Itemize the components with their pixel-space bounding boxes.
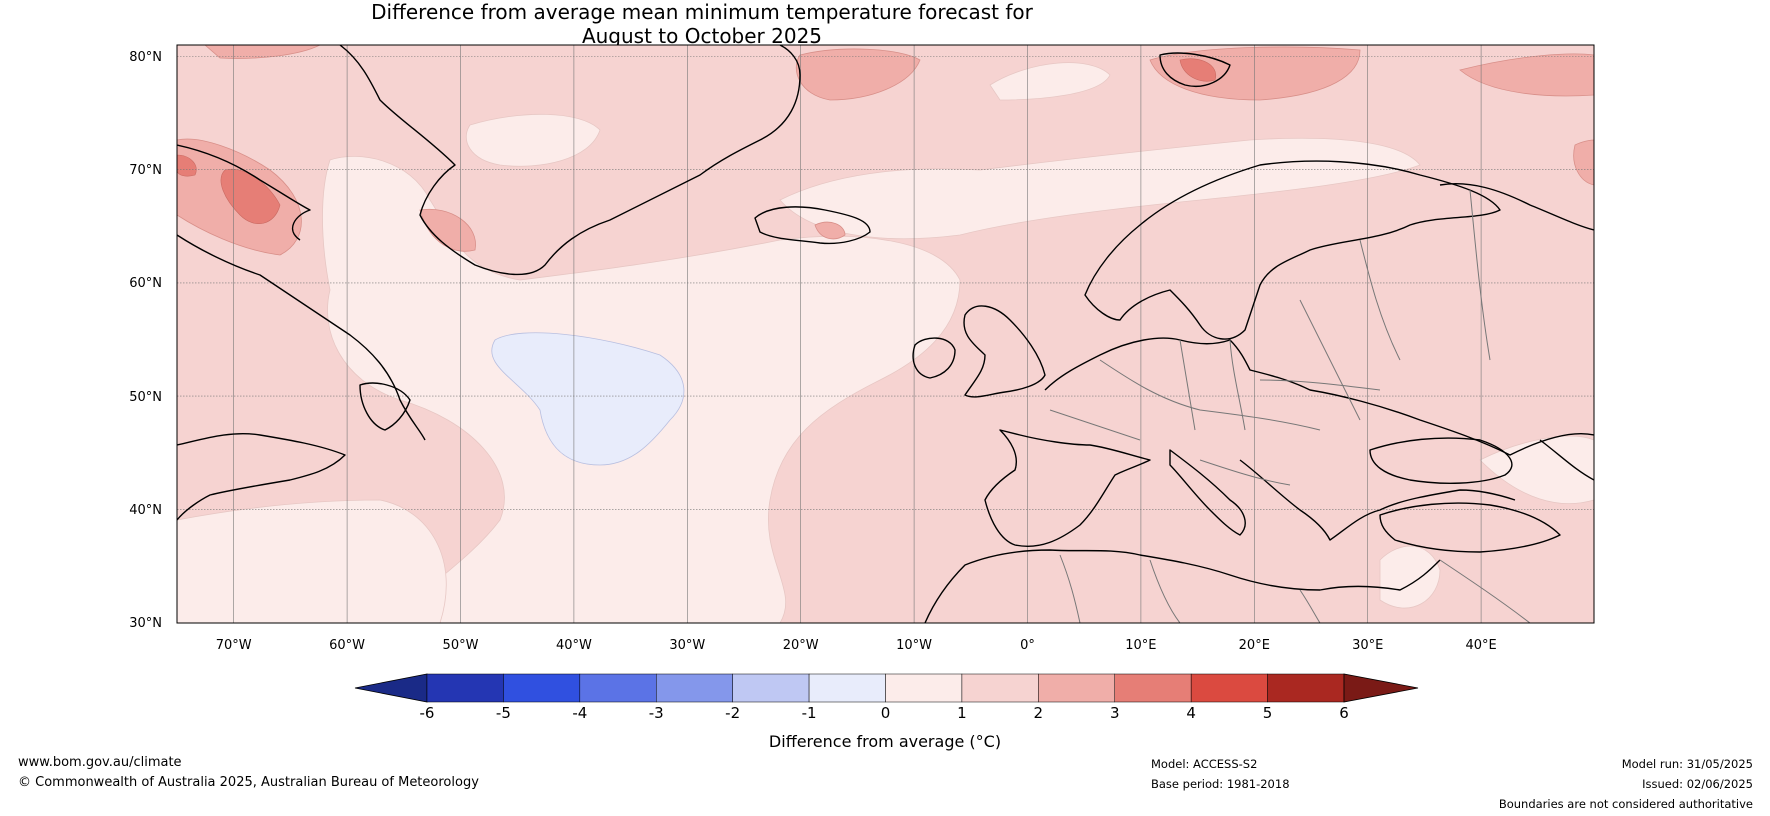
colorbar-segment [732,673,810,703]
map-title-line1: Difference from average mean minimum tem… [371,0,1033,24]
colorbar-segment [1114,673,1192,703]
colorbar-extend-low [354,673,428,703]
maritimes-coast [177,432,346,521]
colorbar-segment [885,673,963,703]
anomaly-3-4-regions [177,58,1217,224]
greenland-coast [339,45,801,276]
colorbar-tick-label: 3 [1110,704,1120,722]
ireland-coast [912,337,956,379]
britain-coast [963,305,1046,398]
lon-label-20e: 20°E [1239,638,1270,653]
newfoundland-coast [359,382,411,431]
lat-label-60: 60°N [129,276,162,291]
colorbar-tick-label: 1 [957,704,967,722]
model-run-text: Model run: 31/05/2025 [1621,757,1753,771]
colorbar-segment [1038,673,1116,703]
lat-label-50: 50°N [129,390,162,405]
map-title-line2: August to October 2025 [581,24,823,48]
boundaries-disclaimer: Boundaries are not considered authoritat… [1498,797,1753,811]
website-link[interactable]: www.bom.gov.au/climate [18,755,182,770]
lon-label-60w: 60°W [329,638,365,653]
copyright-text: © Commonwealth of Australia 2025, Austra… [18,775,479,790]
black-sea-coast [1369,437,1513,484]
lon-label-30e: 30°E [1352,638,1383,653]
colorbar: -6 -5 -4 -3 -2 -1 0 1 2 3 4 5 6 [354,673,1419,722]
north-africa-coast [924,549,1441,623]
lon-label-10w: 10°W [896,638,932,653]
anatolia-coast [1379,502,1561,553]
colorbar-segment [808,673,886,703]
lat-label-30: 30°N [129,616,162,631]
colorbar-segment [503,673,581,703]
colorbar-segment [656,673,733,703]
coastlines [177,45,1594,623]
colorbar-segment [579,673,657,703]
lon-label-40w: 40°W [556,638,592,653]
iberia-coast [984,429,1151,547]
colorbar-segment [961,673,1039,703]
colorbar-tick-label: -6 [420,704,435,722]
colorbar-tick-label: -5 [496,704,511,722]
lat-label-40: 40°N [129,503,162,518]
lon-label-70w: 70°W [216,638,252,653]
labrador-coast [177,234,426,441]
lat-label-80: 80°N [129,50,162,65]
model-text: Model: ACCESS-S2 [1151,757,1258,771]
map-panel [177,45,1594,623]
colorbar-tick-label: -1 [802,704,817,722]
issued-text: Issued: 02/06/2025 [1642,777,1753,791]
svalbard-coast [1159,52,1231,87]
lon-label-40e: 40°E [1465,638,1496,653]
map-title: Difference from average mean minimum tem… [0,0,1404,48]
balkans-coast [1239,459,1516,541]
lon-label-10e: 10°E [1125,638,1156,653]
graticule [177,45,1594,623]
latitude-labels: 80°N 70°N 60°N 50°N 40°N 30°N [129,50,162,631]
colorbar-extend-high [1343,673,1419,703]
colorbar-label: Difference from average (°C) [769,732,1001,751]
colorbar-tick-label: -3 [649,704,664,722]
italy-coast [1169,449,1246,536]
lon-label-30w: 30°W [669,638,705,653]
national-borders [1049,189,1531,623]
europe-coast [1044,337,1594,456]
anomaly-minus1-0-region [491,332,685,466]
lat-label-70: 70°N [129,163,162,178]
colorbar-segment [1267,673,1345,703]
colorbar-tick-label: 0 [881,704,891,722]
colorbar-tick-label: -4 [572,704,587,722]
colorbar-tick-label: 6 [1339,704,1349,722]
map-frame [176,44,1595,624]
colorbar-segment [426,673,504,703]
russia-coast [1439,183,1594,231]
baffin-coast [177,144,311,241]
lon-label-50w: 50°W [443,638,479,653]
caspian-coast [1539,439,1594,481]
scandinavia-coast [1084,160,1501,340]
lon-label-20w: 20°W [783,638,819,653]
lon-label-0: 0° [1020,638,1035,653]
base-period-text: Base period: 1981-2018 [1151,777,1290,791]
colorbar-tick-label: 4 [1186,704,1196,722]
colorbar-tick-label: 2 [1034,704,1044,722]
colorbar-segment [1190,673,1268,703]
longitude-labels: 70°W 60°W 50°W 40°W 30°W 20°W 10°W 0° 10… [216,638,1497,653]
colorbar-tick-label: -2 [725,704,740,722]
colorbar-tick-label: 5 [1263,704,1273,722]
iceland-coast [754,206,871,245]
